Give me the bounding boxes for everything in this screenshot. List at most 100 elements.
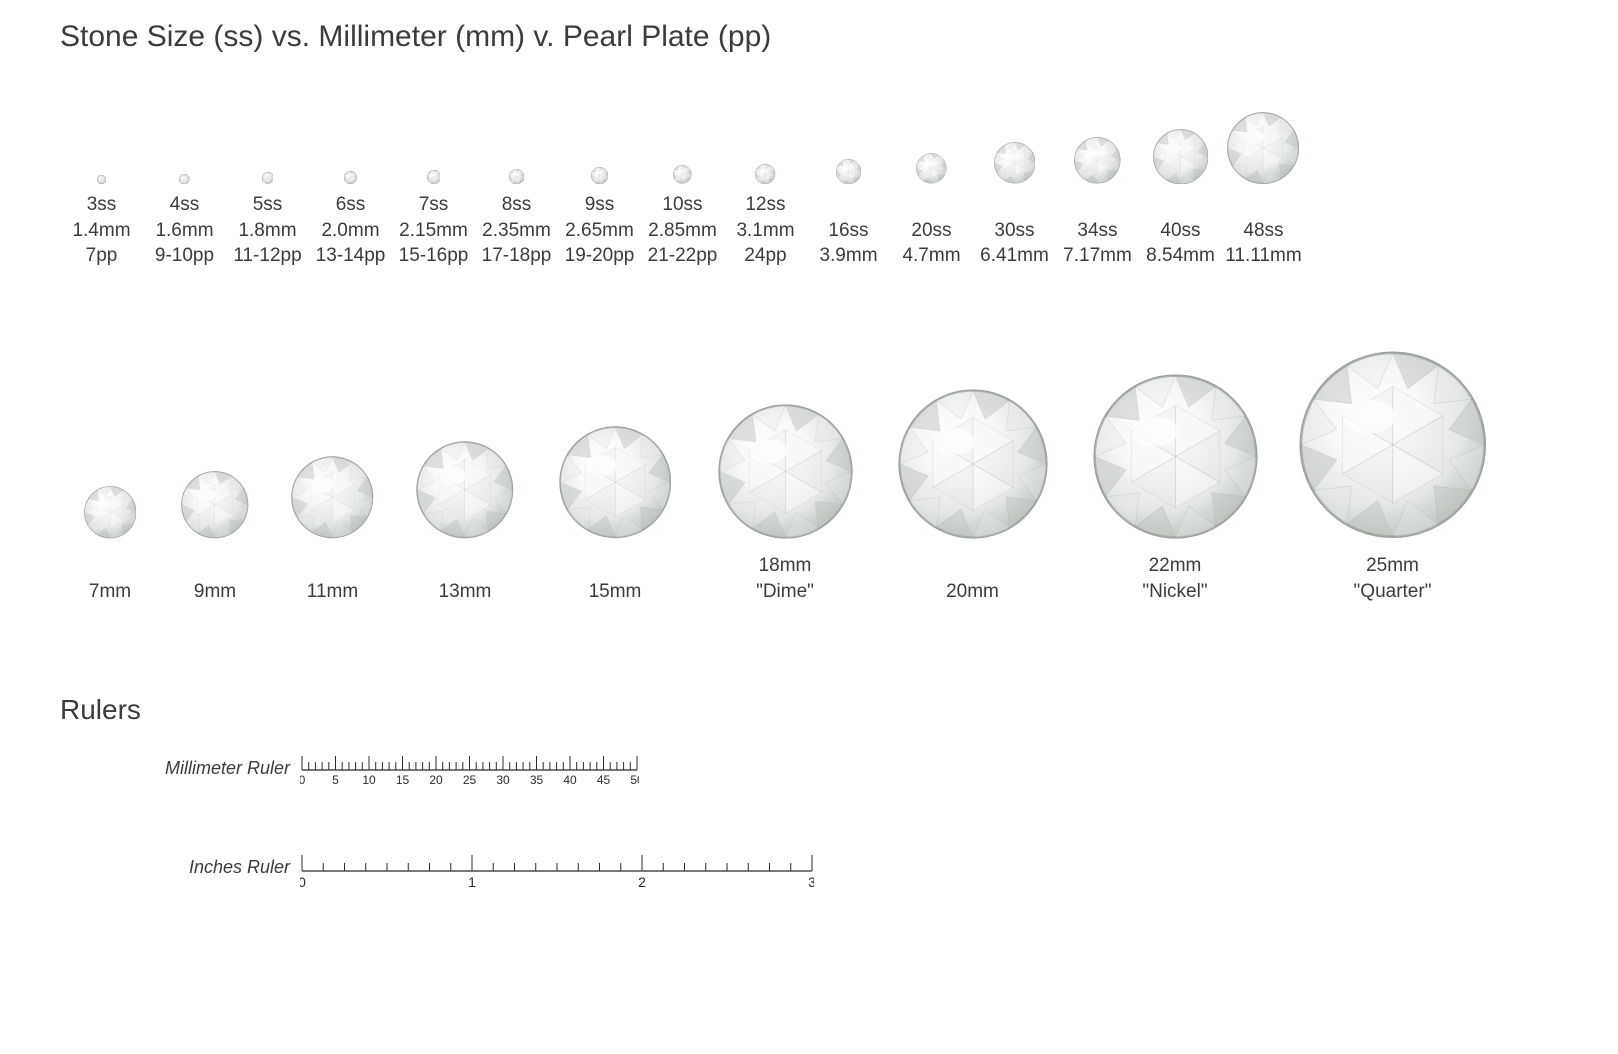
gem-icon — [718, 404, 853, 539]
large-stone-label: 13mm — [395, 579, 535, 605]
gem-icon — [591, 167, 608, 184]
svg-text:45: 45 — [597, 773, 611, 787]
mm-label: 2.0mm — [309, 218, 392, 244]
large-stone — [875, 389, 1070, 539]
pp-label: 17-18pp — [475, 243, 558, 269]
gem-icon — [836, 159, 861, 184]
mm-label: 11mm — [270, 579, 395, 605]
mm-label: 4.7mm — [890, 243, 973, 269]
svg-text:0: 0 — [300, 773, 306, 787]
large-stone — [535, 426, 695, 539]
small-stone-label: 9ss2.65mm19-20pp — [558, 192, 641, 269]
mm-label: 6.41mm — [973, 243, 1056, 269]
pp-label: 21-22pp — [641, 243, 724, 269]
large-stone — [395, 441, 535, 539]
inch-ruler-block: Inches Ruler 0123 — [130, 855, 1558, 896]
large-stone — [1070, 374, 1280, 539]
small-stone — [392, 170, 475, 184]
svg-text:1: 1 — [468, 874, 476, 890]
gem-icon — [916, 153, 947, 184]
large-stones-labels: 7mm9mm11mm13mm15mm18mm"Dime"20mm22mm"Nic… — [60, 553, 1558, 604]
pp-label: 19-20pp — [558, 243, 641, 269]
small-stone-label: 5ss1.8mm11-12pp — [226, 192, 309, 269]
mm-label: 18mm — [695, 553, 875, 579]
small-stones-labels: 3ss1.4mm7pp4ss1.6mm9-10pp5ss1.8mm11-12pp… — [60, 192, 1558, 269]
mm-label: 11.11mm — [1222, 243, 1305, 269]
small-stone-label: 3ss1.4mm7pp — [60, 192, 143, 269]
pp-label: 15-16pp — [392, 243, 475, 269]
gem-icon — [1093, 374, 1258, 539]
ss-label: 34ss — [1056, 218, 1139, 244]
large-stone-label: 18mm"Dime" — [695, 553, 875, 604]
mm-ruler: 05101520253035404550 — [300, 756, 639, 795]
inch-ruler: 0123 — [300, 855, 814, 896]
gem-icon — [673, 165, 692, 184]
gem-icon — [1153, 129, 1209, 185]
ss-label: 5ss — [226, 192, 309, 218]
small-stone — [143, 174, 226, 184]
small-stone-label: 6ss2.0mm13-14pp — [309, 192, 392, 269]
large-stone — [160, 471, 270, 539]
coin-note: "Nickel" — [1070, 579, 1280, 605]
gem-icon — [291, 456, 374, 539]
svg-text:3: 3 — [808, 874, 814, 890]
svg-text:20: 20 — [429, 773, 443, 787]
small-stone — [558, 167, 641, 184]
small-stone — [309, 171, 392, 184]
mm-label: 20mm — [875, 579, 1070, 605]
small-stone-label: 40ss8.54mm — [1139, 218, 1222, 269]
pp-label: 11-12pp — [226, 243, 309, 269]
svg-text:0: 0 — [300, 874, 306, 890]
ss-label: 20ss — [890, 218, 973, 244]
mm-label: 2.85mm — [641, 218, 724, 244]
large-stone-label: 11mm — [270, 579, 395, 605]
svg-text:50: 50 — [630, 773, 639, 787]
small-stone — [973, 142, 1056, 184]
small-stones-row — [60, 94, 1558, 184]
pp-label: 7pp — [60, 243, 143, 269]
gem-icon — [898, 389, 1048, 539]
large-stone-label: 22mm"Nickel" — [1070, 553, 1280, 604]
ss-label: 16ss — [807, 218, 890, 244]
mm-label: 25mm — [1280, 553, 1505, 579]
mm-label: 2.65mm — [558, 218, 641, 244]
large-stone-label: 20mm — [875, 579, 1070, 605]
ss-label: 12ss — [724, 192, 807, 218]
mm-ruler-label: Millimeter Ruler — [130, 756, 300, 779]
ss-label: 8ss — [475, 192, 558, 218]
gem-icon — [181, 471, 249, 539]
coin-note: "Dime" — [695, 579, 875, 605]
svg-text:5: 5 — [332, 773, 339, 787]
gem-icon — [262, 172, 274, 184]
ss-label: 40ss — [1139, 218, 1222, 244]
svg-text:10: 10 — [362, 773, 376, 787]
mm-label: 1.4mm — [60, 218, 143, 244]
ss-label: 9ss — [558, 192, 641, 218]
pp-label: 13-14pp — [309, 243, 392, 269]
small-stone — [226, 172, 309, 184]
small-stone-label: 10ss2.85mm21-22pp — [641, 192, 724, 269]
small-stone-label: 34ss7.17mm — [1056, 218, 1139, 269]
svg-text:35: 35 — [530, 773, 544, 787]
small-stone-label: 8ss2.35mm17-18pp — [475, 192, 558, 269]
gem-icon — [179, 174, 189, 184]
gem-icon — [97, 175, 106, 184]
large-stone-label: 9mm — [160, 579, 270, 605]
large-stone — [695, 404, 875, 539]
mm-label: 3.9mm — [807, 243, 890, 269]
gem-icon — [994, 142, 1036, 184]
small-stone-label: 30ss6.41mm — [973, 218, 1056, 269]
large-stone-label: 15mm — [535, 579, 695, 605]
small-stone — [724, 164, 807, 184]
ss-label: 7ss — [392, 192, 475, 218]
rulers-heading: Rulers — [60, 694, 1558, 726]
small-stone-label: 7ss2.15mm15-16pp — [392, 192, 475, 269]
small-stone — [60, 175, 143, 184]
pp-label: 24pp — [724, 243, 807, 269]
gem-icon — [416, 441, 514, 539]
large-stones-row — [60, 339, 1558, 539]
gem-icon — [559, 426, 672, 539]
svg-text:30: 30 — [496, 773, 510, 787]
small-stone-label: 16ss3.9mm — [807, 218, 890, 269]
ss-label: 48ss — [1222, 218, 1305, 244]
